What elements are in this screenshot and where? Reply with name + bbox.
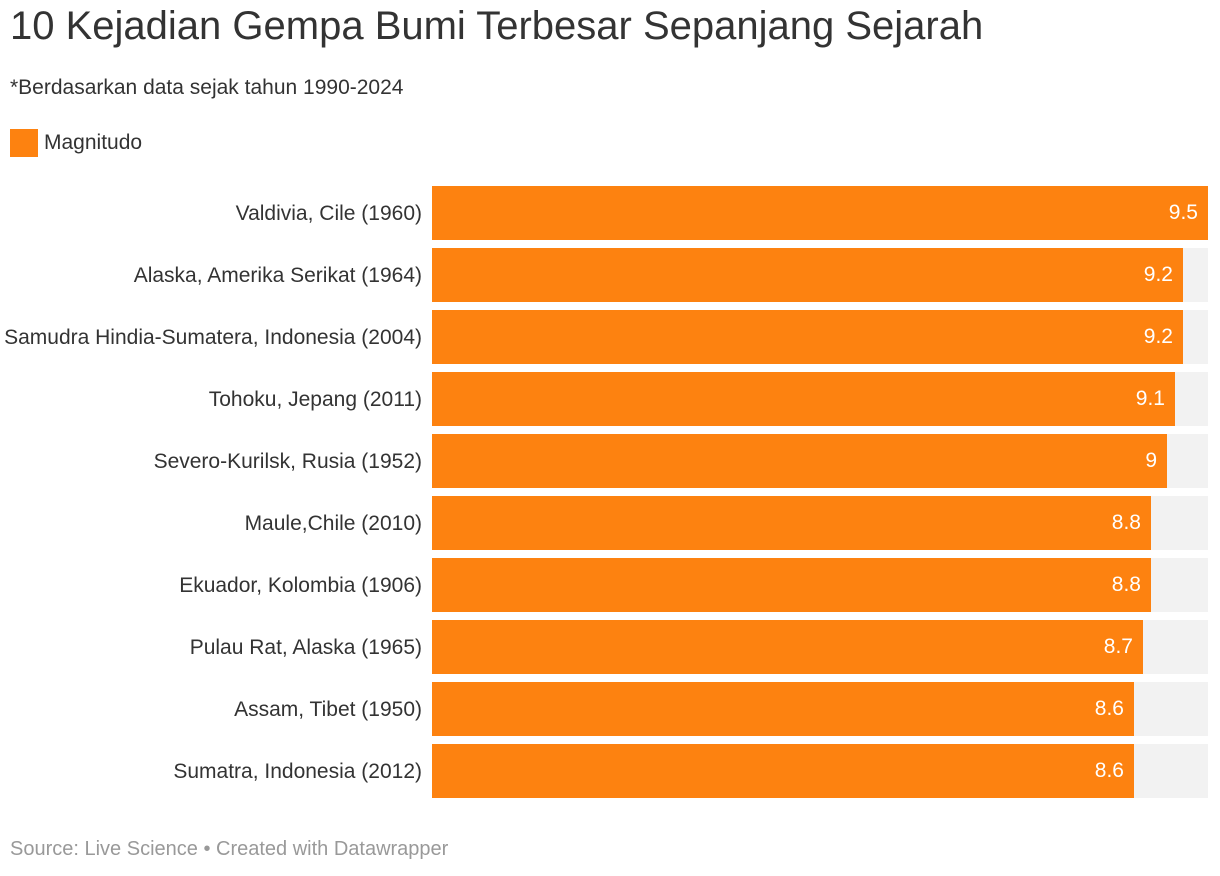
category-label: Pulau Rat, Alaska (1965) bbox=[189, 635, 422, 659]
category-label: Severo-Kurilsk, Rusia (1952) bbox=[153, 449, 422, 473]
category-label: Alaska, Amerika Serikat (1964) bbox=[133, 263, 422, 287]
bar bbox=[432, 248, 1183, 302]
category-label: Assam, Tibet (1950) bbox=[234, 697, 422, 721]
bar-row: Valdivia, Cile (1960) 9.5 bbox=[0, 186, 1220, 240]
category-label: Maule,Chile (2010) bbox=[244, 511, 422, 535]
bar-row: Pulau Rat, Alaska (1965) 8.7 bbox=[0, 620, 1220, 674]
bar-track: 9.2 bbox=[432, 248, 1208, 302]
bar bbox=[432, 372, 1175, 426]
bar-track: 9.5 bbox=[432, 186, 1208, 240]
bar-row: Maule,Chile (2010) 8.8 bbox=[0, 496, 1220, 550]
bar-row: Severo-Kurilsk, Rusia (1952) 9 bbox=[0, 434, 1220, 488]
bar-value-label: 9.1 bbox=[1135, 387, 1165, 410]
bar-value-label: 9 bbox=[1145, 449, 1157, 472]
bar bbox=[432, 558, 1151, 612]
bar-track: 8.7 bbox=[432, 620, 1208, 674]
bar-row: Assam, Tibet (1950) 8.6 bbox=[0, 682, 1220, 736]
bar-value-label: 8.8 bbox=[1111, 511, 1141, 534]
category-label: Valdivia, Cile (1960) bbox=[235, 201, 422, 225]
bar-track: 9 bbox=[432, 434, 1208, 488]
bar bbox=[432, 310, 1183, 364]
bar-row: Tohoku, Jepang (2011) 9.1 bbox=[0, 372, 1220, 426]
bar-track: 8.6 bbox=[432, 682, 1208, 736]
bar-row: Sumatra, Indonesia (2012) 8.6 bbox=[0, 744, 1220, 798]
bar-value-label: 9.5 bbox=[1168, 201, 1198, 224]
bar bbox=[432, 620, 1143, 674]
bar-value-label: 8.6 bbox=[1094, 759, 1124, 782]
category-label: Sumatra, Indonesia (2012) bbox=[173, 759, 422, 783]
bar bbox=[432, 186, 1208, 240]
bar bbox=[432, 434, 1167, 488]
bar-chart: Valdivia, Cile (1960) 9.5 Alaska, Amerika … bbox=[0, 186, 1220, 802]
category-label: Samudra Hindia-Sumatera, Indonesia (2004… bbox=[4, 325, 422, 349]
bar-track: 8.8 bbox=[432, 558, 1208, 612]
chart-title: 10 Kejadian Gempa Bumi Terbesar Sepanjan… bbox=[10, 4, 984, 48]
legend-label: Magnitudo bbox=[44, 131, 143, 154]
bar-track: 8.6 bbox=[432, 744, 1208, 798]
bar bbox=[432, 744, 1134, 798]
bar-value-label: 8.8 bbox=[1111, 573, 1141, 596]
bar-track: 9.1 bbox=[432, 372, 1208, 426]
bar-value-label: 8.7 bbox=[1103, 635, 1133, 658]
bar-row: Alaska, Amerika Serikat (1964) 9.2 bbox=[0, 248, 1220, 302]
bar-track: 9.2 bbox=[432, 310, 1208, 364]
chart-footer-source: Source: Live Science • Created with Data… bbox=[10, 838, 449, 860]
legend: Magnitudo bbox=[10, 128, 142, 158]
category-label: Tohoku, Jepang (2011) bbox=[208, 387, 422, 411]
bar-value-label: 8.6 bbox=[1094, 697, 1124, 720]
chart-subtitle: *Berdasarkan data sejak tahun 1990-2024 bbox=[10, 76, 404, 99]
bar-row: Samudra Hindia-Sumatera, Indonesia (2004… bbox=[0, 310, 1220, 364]
bar-row: Ekuador, Kolombia (1906) 8.8 bbox=[0, 558, 1220, 612]
bar-value-label: 9.2 bbox=[1143, 263, 1173, 286]
category-label: Ekuador, Kolombia (1906) bbox=[179, 573, 422, 597]
bar bbox=[432, 682, 1134, 736]
legend-swatch bbox=[10, 129, 38, 157]
bar-value-label: 9.2 bbox=[1143, 325, 1173, 348]
bar-track: 8.8 bbox=[432, 496, 1208, 550]
bar bbox=[432, 496, 1151, 550]
